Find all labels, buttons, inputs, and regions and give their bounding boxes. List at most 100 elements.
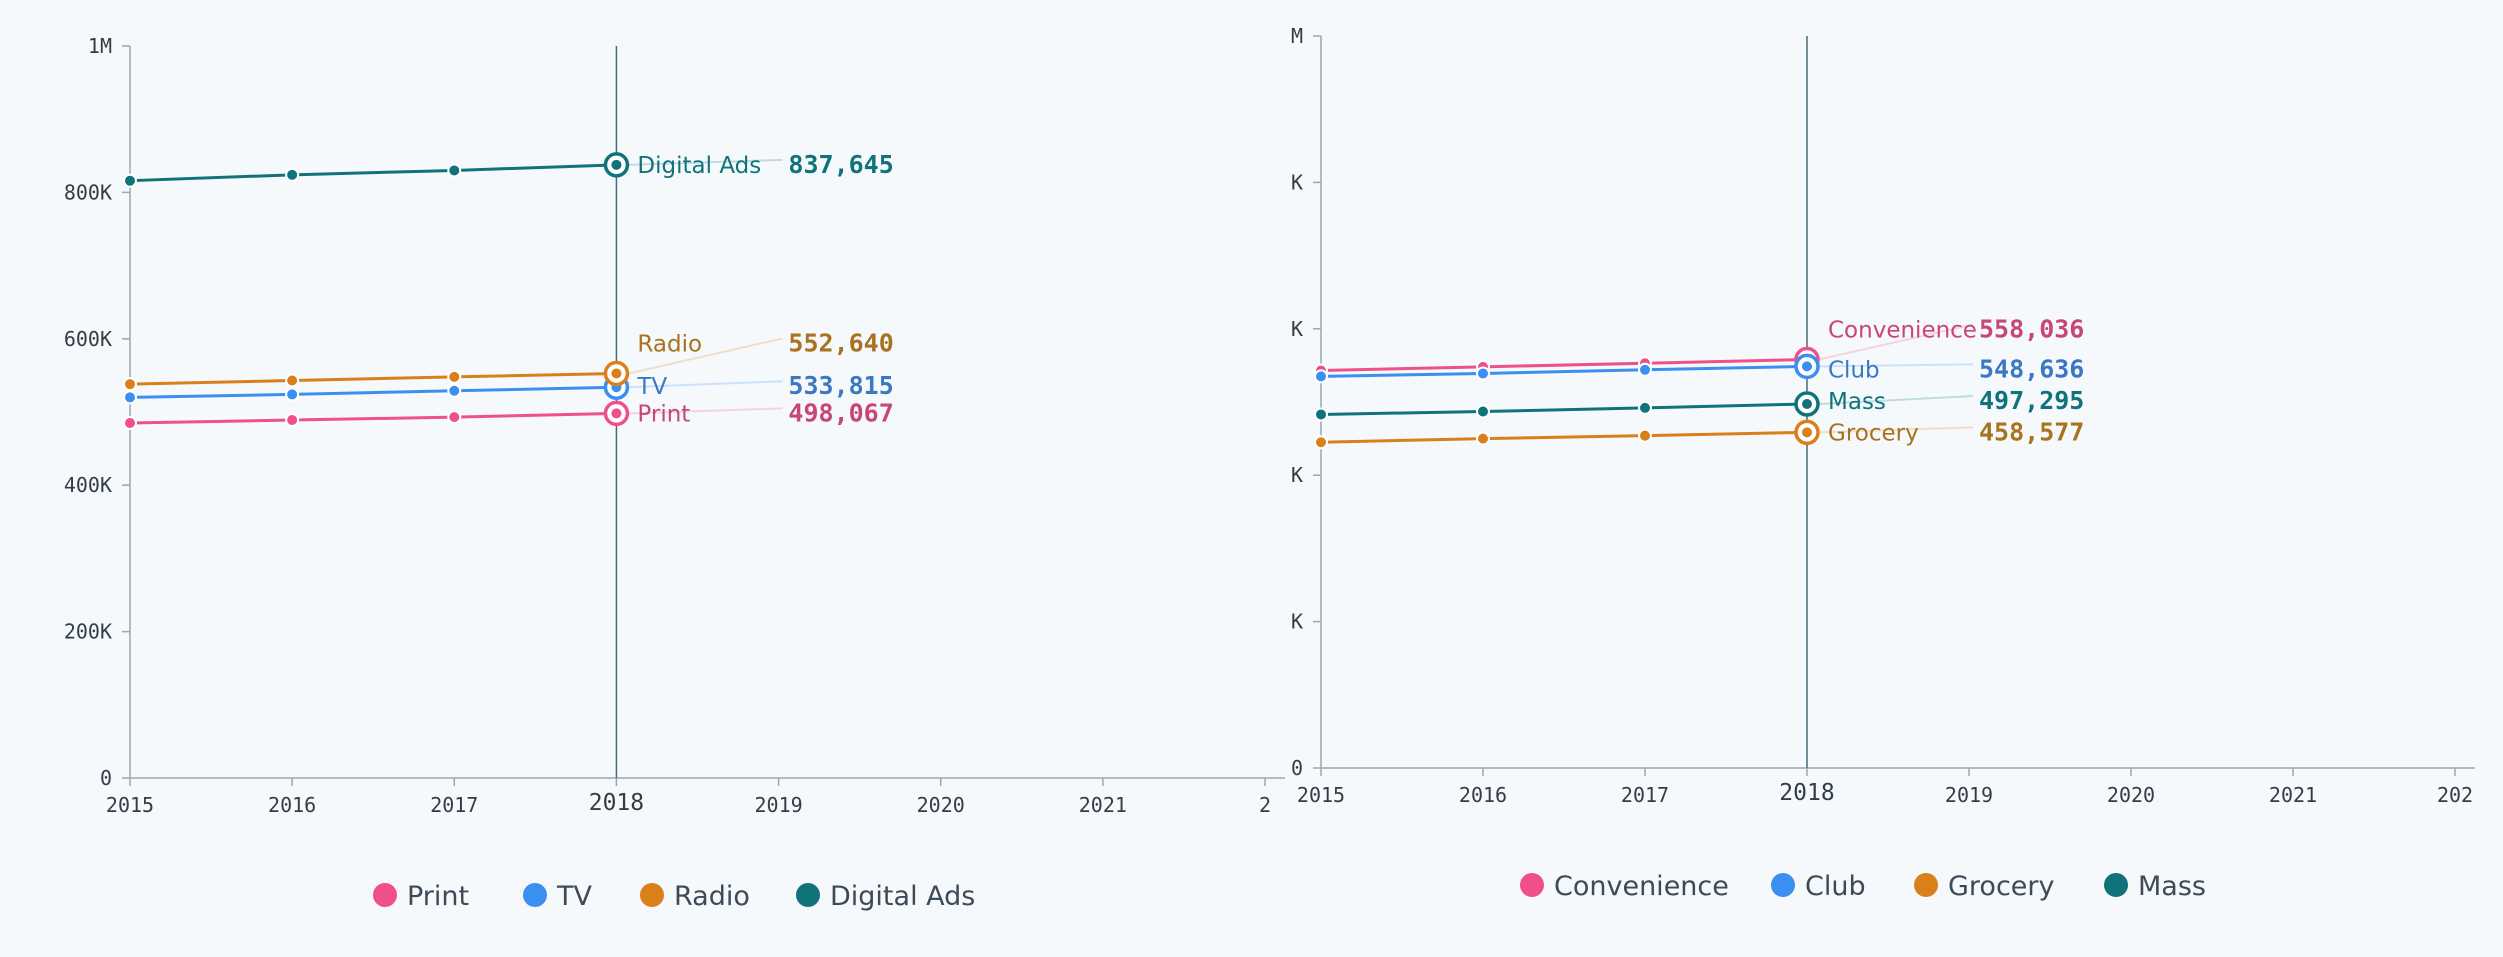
- legend-item-convenience: Convenience: [1520, 871, 1729, 902]
- y-tick-label: 1M: [88, 34, 112, 58]
- series-mass: Mass 497,295: [1314, 386, 2084, 422]
- current-point-core: [611, 368, 622, 379]
- legend-swatch: [523, 883, 547, 907]
- legend-item-radio: Radio: [640, 881, 750, 912]
- data-point: [447, 163, 462, 178]
- value-connector: [1818, 323, 1974, 361]
- value-connector: [1818, 394, 1974, 405]
- data-point: [1476, 366, 1490, 381]
- legend: Print TV Radio Digital Ads: [373, 881, 975, 912]
- series-value-label: 552,640: [788, 328, 893, 357]
- y-tick-label: 200K: [64, 620, 112, 644]
- data-point: [1638, 362, 1652, 377]
- x-tick-label: 2017: [1621, 783, 1669, 807]
- x-tick-label: 2020: [917, 793, 965, 817]
- legend-item-mass: Mass: [2104, 871, 2206, 902]
- legend-item-digital-ads: Digital Ads: [796, 881, 975, 912]
- x-tick-label: 2018: [1779, 780, 1834, 806]
- legend-item-grocery: Grocery: [1914, 871, 2055, 902]
- current-point-core: [1802, 361, 1812, 372]
- x-tick-label: 2021: [1079, 793, 1127, 817]
- series-club: Club 548,636: [1314, 353, 2084, 384]
- series-value-label: 533,815: [788, 371, 893, 400]
- legend-swatch: [2104, 873, 2128, 897]
- y-tick-label: K: [1291, 170, 1303, 194]
- y-tick-label: 600K: [64, 327, 112, 351]
- series-name-label: Digital Ads: [637, 153, 761, 179]
- series-name-label: TV: [636, 374, 667, 400]
- x-tick-label: 2019: [1945, 783, 1993, 807]
- data-point: [447, 410, 462, 425]
- legend-swatch: [796, 883, 820, 907]
- series-name-label: Club: [1828, 357, 1880, 383]
- y-tick-label: 800K: [64, 180, 112, 204]
- x-tick-label: 2016: [1459, 783, 1507, 807]
- y-tick-label: M: [1291, 24, 1303, 48]
- legend-swatch: [1520, 873, 1544, 897]
- x-tick-label: 2016: [268, 793, 316, 817]
- legend-label: Digital Ads: [830, 881, 975, 912]
- y-tick-label: K: [1291, 463, 1303, 487]
- series-line: [129, 163, 617, 183]
- legend-label: TV: [556, 881, 592, 912]
- series-value-label: 498,067: [788, 398, 893, 427]
- legend-swatch: [1771, 873, 1795, 897]
- series-line: [1320, 430, 1808, 444]
- data-point: [1638, 400, 1652, 415]
- x-tick-label: 2015: [106, 793, 154, 817]
- legend-item-tv: TV: [523, 881, 592, 912]
- x-tick-label: 2: [1259, 793, 1271, 817]
- series-line: [1320, 364, 1808, 378]
- series-value-label: 458,577: [1979, 417, 2084, 446]
- series-name-label: Radio: [637, 331, 702, 357]
- legend-item-print: Print: [373, 881, 469, 912]
- y-tick-label: 0: [1291, 756, 1303, 780]
- y-tick-label: 0: [100, 766, 112, 790]
- data-point: [123, 415, 137, 430]
- legend-swatch: [1914, 873, 1938, 897]
- data-point: [1476, 404, 1490, 419]
- series-name-label: Grocery: [1828, 420, 1919, 446]
- y-tick-label: 400K: [64, 473, 112, 497]
- series-convenience: Convenience 558,036: [1314, 315, 2084, 378]
- current-point-core: [611, 408, 622, 419]
- data-point: [1314, 435, 1328, 450]
- data-point: [123, 390, 137, 405]
- current-point-core: [1802, 398, 1812, 409]
- value-connector: [628, 337, 783, 375]
- data-point: [123, 173, 137, 188]
- data-point: [447, 369, 462, 384]
- x-tick-label: 2020: [2107, 783, 2155, 807]
- series-name-label: Convenience: [1828, 318, 1977, 344]
- value-connector: [628, 407, 783, 415]
- chart-1: 0 200K 400K 600K 800K 1M 2015 2016 2017 2018 2019 2…: [64, 34, 1285, 912]
- legend-label: Grocery: [1948, 871, 2055, 902]
- series-value-label: 558,036: [1979, 315, 2084, 344]
- series-line: [129, 371, 617, 386]
- series-grocery: Grocery 458,577: [1314, 417, 2084, 450]
- x-tick-label: 2018: [589, 790, 644, 816]
- series-value-label: 837,645: [788, 150, 893, 179]
- current-point-core: [1802, 427, 1812, 438]
- data-point: [1314, 407, 1328, 422]
- data-point: [285, 167, 300, 182]
- value-connector: [1818, 426, 1974, 434]
- value-connector: [1818, 363, 1974, 368]
- legend-label: Print: [407, 881, 469, 912]
- data-point: [1476, 431, 1490, 446]
- legend-label: Convenience: [1554, 871, 1729, 902]
- x-tick-label: 2019: [754, 793, 802, 817]
- series-name-label: Mass: [1828, 389, 1886, 415]
- current-point-core: [611, 159, 622, 170]
- series-value-label: 548,636: [1979, 354, 2084, 383]
- y-tick-label: K: [1291, 610, 1303, 634]
- series-line: [1320, 358, 1808, 373]
- data-point: [285, 373, 300, 388]
- value-connector: [628, 380, 783, 389]
- data-point: [1314, 369, 1328, 384]
- series-name-label: Print: [637, 401, 690, 427]
- legend-label: Radio: [674, 881, 750, 912]
- value-connector: [628, 158, 783, 166]
- series-digital-ads: Digital Ads 837,645: [123, 150, 894, 188]
